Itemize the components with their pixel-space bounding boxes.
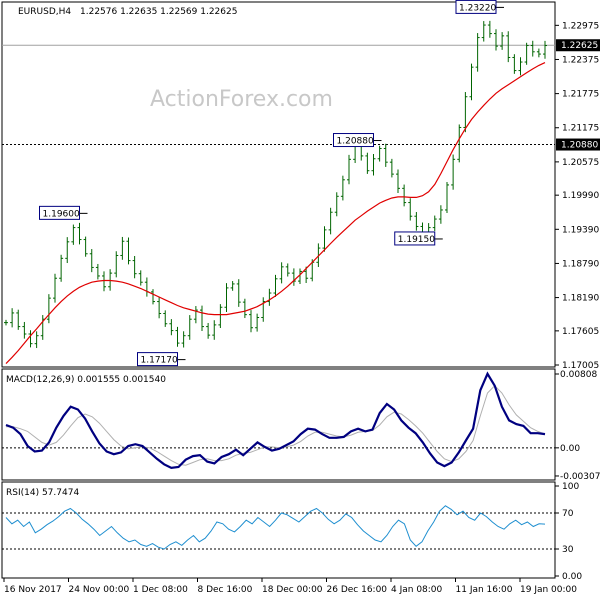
macd-y-tick-label: 0.00 (560, 444, 580, 454)
annotation-box (455, 0, 497, 14)
rsi-panel-frame (1, 481, 556, 579)
annotation-label: 1.23220 (459, 3, 496, 13)
annotation-label: 1.19600 (43, 209, 80, 219)
y-tick-label: 1.22975 (562, 21, 599, 31)
ohlc-readout: 1.22576 1.22635 1.22569 1.22625 (80, 7, 237, 17)
moving-average-line (5, 62, 546, 365)
price-annotations: 1.19600 1.17170 1.20880 1.19150 1.23220 (39, 0, 504, 367)
watermark: ActionForex.com (150, 87, 333, 112)
rsi-title: RSI(14) 57.7474 (6, 488, 79, 498)
x-tick-label: 8 Dec 16:00 (198, 585, 253, 595)
price-candles (4, 20, 547, 349)
x-tick-label: 19 Jan 00:00 (520, 585, 577, 595)
macd-signal-line (6, 384, 546, 466)
macd-y-axis: 0.00808 0.00 -0.003078 (555, 370, 600, 482)
x-tick-label: 4 Jan 08:00 (391, 585, 443, 595)
price-marker-label: 1.20880 (561, 141, 598, 151)
y-tick-label: 1.19990 (562, 191, 599, 201)
annotation-box (394, 231, 436, 246)
x-tick-label: 18 Dec 00:00 (262, 585, 323, 595)
x-tick-label: 24 Nov 00:00 (69, 585, 130, 595)
main-panel-frame (1, 1, 556, 368)
y-tick-label: 1.17005 (562, 361, 599, 371)
rsi-y-tick-label: 30 (562, 545, 574, 555)
x-tick-label: 16 Nov 2017 (4, 585, 62, 595)
main-panel: EURUSD,H4 1.22576 1.22635 1.22569 1.2262… (1, 0, 600, 371)
rsi-panel: RSI(14) 57.7474 100 70 30 0.00 (1, 481, 582, 582)
y-tick-label: 1.18190 (562, 294, 599, 304)
symbol-label: EURUSD,H4 (18, 7, 71, 17)
y-tick-label: 1.21775 (562, 90, 599, 100)
y-tick-label: 1.19390 (562, 225, 599, 235)
rsi-line (5, 505, 546, 550)
x-tick-label: 1 Dec 08:00 (133, 585, 188, 595)
annotation-label: 1.19150 (398, 235, 435, 245)
rsi-y-tick-label: 70 (562, 509, 574, 519)
y-tick-label: 1.18790 (562, 259, 599, 269)
x-tick-label: 26 Dec 16:00 (327, 585, 388, 595)
y-tick-label: 1.20575 (562, 158, 599, 168)
price-marker-box (556, 138, 600, 151)
rsi-y-tick-label: 100 (562, 482, 579, 492)
annotation-label: 1.20880 (337, 137, 374, 147)
annotation-box (39, 205, 80, 220)
annotation-box (137, 352, 178, 367)
y-tick-label: 1.21175 (562, 124, 599, 134)
annotation-label: 1.17170 (141, 356, 178, 366)
macd-y-tick-label: -0.003078 (560, 472, 600, 482)
price-marker-label: 1.22625 (561, 41, 598, 51)
macd-panel-frame (1, 368, 556, 481)
macd-title: MACD(12,26,9) 0.001555 0.001540 (6, 375, 166, 385)
y-tick-label: 1.17605 (562, 327, 599, 337)
main-y-axis: 1.22975 1.22375 1.21775 1.21175 1.20575 1.199… (555, 21, 600, 371)
macd-panel: MACD(12,26,9) 0.001555 0.001540 0.008080… (1, 368, 600, 482)
y-tick-label: 1.22375 (562, 55, 599, 65)
x-tick-label: 11 Jan 16:00 (456, 585, 513, 595)
macd-y-tick-label: 0.00808 (560, 370, 597, 380)
rsi-y-axis: 100 70 30 0.00 (555, 482, 582, 582)
annotation-box (333, 133, 374, 148)
x-axis: 16 Nov 2017 24 Nov 00:00 1 Dec 08:00 8 Dec … (3, 578, 577, 595)
macd-main-line (5, 371, 546, 470)
price-marker-box (556, 39, 600, 52)
rsi-y-tick-label: 0.00 (562, 572, 582, 582)
main-level-lines (2, 44, 555, 146)
rsi-reference-lines (2, 512, 555, 550)
